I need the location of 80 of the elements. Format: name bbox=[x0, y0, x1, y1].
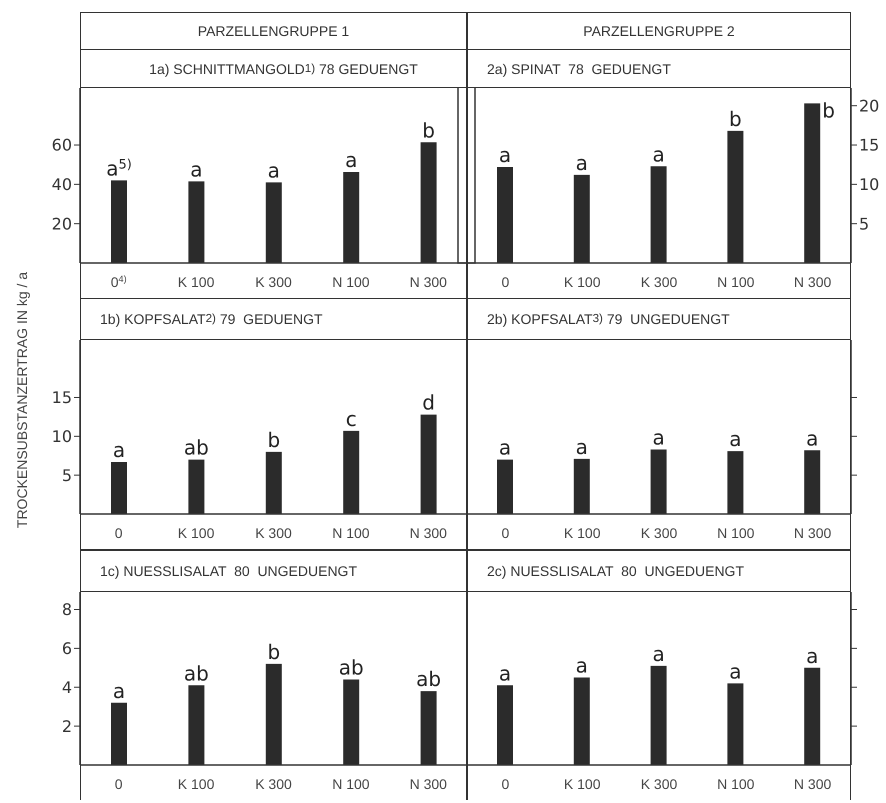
y-tick-label: 6 bbox=[62, 639, 72, 658]
chart-subtitle: PARZELLENGRUPPE 2 bbox=[467, 12, 851, 50]
annotation: d bbox=[422, 390, 435, 415]
x-tick-label: K 300 bbox=[640, 525, 678, 541]
annotation: a bbox=[729, 659, 742, 684]
annotation: a bbox=[498, 661, 512, 686]
y-tick-label: 4 bbox=[62, 678, 72, 697]
annotation: ab bbox=[338, 655, 364, 680]
y2-tick-label: 5 bbox=[859, 214, 870, 234]
x-tick-label: K 300 bbox=[255, 274, 292, 290]
annotation: b bbox=[422, 118, 435, 142]
y-tick-label: 60 bbox=[52, 136, 72, 155]
annotation: a bbox=[576, 434, 588, 459]
y-tick-label: 20 bbox=[52, 214, 72, 234]
x-tick-label: 0 bbox=[114, 776, 123, 792]
x-tick-label: N 100 bbox=[717, 274, 755, 290]
x-tick-label: 0 bbox=[114, 525, 123, 541]
x-tick-label: N 100 bbox=[717, 776, 755, 792]
x-tick-label: N 300 bbox=[794, 525, 832, 541]
x-tick-label: K 100 bbox=[564, 525, 601, 541]
x-tick-label: 0 bbox=[502, 525, 510, 541]
y-tick-label: 15 bbox=[52, 388, 72, 408]
annotation: b bbox=[267, 428, 280, 452]
annotation: a$^{5)}$ bbox=[106, 156, 132, 180]
annotation: a bbox=[576, 150, 588, 175]
annotation: c bbox=[346, 406, 357, 431]
x-tick-label: K 300 bbox=[255, 525, 292, 541]
x-tick-label: N 300 bbox=[794, 274, 832, 290]
chart-title: 1c) NUESSLISALAT 80 UNGEDUENGT bbox=[80, 550, 467, 592]
annotation: a bbox=[652, 142, 665, 166]
annotation: a bbox=[498, 143, 512, 168]
annotation: a bbox=[112, 678, 126, 703]
annotation: a bbox=[190, 157, 203, 182]
annotation: a bbox=[652, 426, 665, 450]
y-tick-label: 10 bbox=[52, 427, 72, 446]
y-tick-label: 2 bbox=[62, 716, 72, 736]
y-tick-label: 8 bbox=[62, 600, 72, 620]
y-tick-label: 5 bbox=[62, 466, 72, 485]
x-tick-label: K 300 bbox=[255, 776, 292, 792]
chart-subtitle: PARZELLENGRUPPE 1 bbox=[80, 12, 467, 50]
annotation: b bbox=[729, 106, 742, 131]
annotation: ab bbox=[184, 436, 209, 460]
x-tick-label: K 100 bbox=[564, 274, 601, 290]
x-tick-label: N 300 bbox=[410, 525, 448, 541]
annotation: ab bbox=[184, 661, 209, 686]
y-axis-title: TROCKENSUBSTANZERTRAG IN kg / a bbox=[14, 272, 30, 528]
x-tick-label: K 100 bbox=[178, 776, 215, 792]
y-tick-label: 40 bbox=[52, 175, 72, 194]
chart-title: 2c) NUESSLISALAT 80 UNGEDUENGT bbox=[467, 550, 851, 592]
x-tick-label: 0$^{4)}$ bbox=[110, 274, 127, 290]
annotation: a bbox=[806, 644, 818, 668]
y2-tick-label: 20 bbox=[859, 96, 880, 116]
x-tick-label: N 300 bbox=[794, 776, 832, 792]
annotation: a bbox=[652, 642, 665, 666]
annotation: ab bbox=[416, 667, 442, 692]
x-tick-label: K 100 bbox=[178, 274, 215, 290]
annotation: a bbox=[268, 158, 280, 182]
x-tick-label: 0 bbox=[502, 274, 510, 290]
x-tick-label: N 300 bbox=[410, 274, 448, 290]
x-tick-label: 0 bbox=[502, 776, 510, 792]
annotation: a bbox=[806, 426, 818, 450]
annotation: a bbox=[729, 427, 742, 452]
y2-tick-label: 15 bbox=[859, 136, 880, 155]
annotation: b bbox=[267, 640, 280, 664]
x-tick-label: K 100 bbox=[178, 525, 215, 541]
x-tick-label: K 300 bbox=[640, 776, 678, 792]
annotation: a bbox=[112, 438, 126, 462]
x-tick-label: N 100 bbox=[332, 525, 370, 541]
x-tick-label: K 100 bbox=[564, 776, 601, 792]
annotation: a bbox=[498, 436, 512, 460]
x-tick-label: N 300 bbox=[410, 776, 448, 792]
annotation: a bbox=[576, 654, 588, 678]
x-tick-label: N 100 bbox=[332, 776, 370, 792]
annotation: b bbox=[822, 98, 835, 122]
y2-tick-label: 10 bbox=[859, 175, 880, 194]
x-tick-label: N 100 bbox=[717, 525, 755, 541]
annotation: a bbox=[345, 148, 358, 172]
x-tick-label: N 100 bbox=[332, 274, 370, 290]
chart-title: 2a) SPINAT 78 GEDUENGT bbox=[467, 50, 851, 88]
x-tick-label: K 300 bbox=[640, 274, 678, 290]
